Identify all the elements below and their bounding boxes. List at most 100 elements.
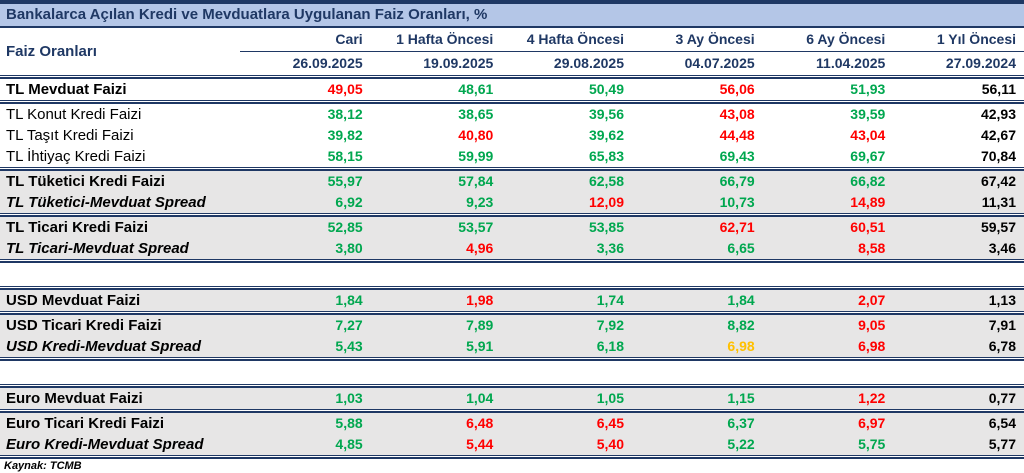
rate-value: 67,42 bbox=[980, 173, 1016, 189]
table-row: USD Ticari Kredi Faizi 7,27 7,89 7,92 8,82 9… bbox=[0, 315, 1024, 336]
rate-value: 5,75 bbox=[858, 436, 886, 452]
rate-value: 48,61 bbox=[458, 81, 494, 97]
rate-value: 42,93 bbox=[980, 106, 1016, 122]
row-label: TL Mevduat Faizi bbox=[6, 81, 127, 98]
rate-value: 50,49 bbox=[588, 81, 624, 97]
rate-value: 1,03 bbox=[335, 390, 363, 406]
rate-value: 66,79 bbox=[719, 173, 755, 189]
section-separator bbox=[0, 286, 1024, 290]
rate-value: 1,15 bbox=[727, 390, 755, 406]
rate-value: 12,09 bbox=[588, 194, 624, 210]
rate-value: 6,65 bbox=[727, 240, 755, 256]
section-separator bbox=[0, 409, 1024, 413]
column-label-row: Cari 1 Hafta Öncesi 4 Hafta Öncesi 3 Ay … bbox=[240, 28, 1024, 52]
column-label: Cari bbox=[335, 31, 363, 47]
section-separator bbox=[0, 100, 1024, 104]
row-label: TL Taşıt Kredi Faizi bbox=[6, 127, 134, 144]
rate-value: 1,84 bbox=[727, 292, 755, 308]
row-label: USD Mevduat Faizi bbox=[6, 292, 141, 309]
section-separator bbox=[0, 357, 1024, 361]
rate-value: 10,73 bbox=[719, 194, 755, 210]
row-label: Euro Ticari Kredi Faizi bbox=[6, 415, 165, 432]
rate-value: 14,89 bbox=[850, 194, 886, 210]
rate-value: 44,48 bbox=[719, 127, 755, 143]
rate-value: 69,67 bbox=[850, 148, 886, 164]
rate-value: 7,92 bbox=[596, 317, 624, 333]
table-row: TL İhtiyaç Kredi Faizi 58,15 59,99 65,83 69… bbox=[0, 146, 1024, 167]
table-row: Euro Mevduat Faizi 1,03 1,04 1,05 1,15 1,22 0… bbox=[0, 388, 1024, 409]
rate-value: 38,12 bbox=[327, 106, 363, 122]
section-spacer bbox=[0, 263, 1024, 286]
table-row: TL Tüketici Kredi Faizi 55,97 57,84 62,58 6… bbox=[0, 171, 1024, 192]
table-row: TL Ticari-Mevduat Spread 3,80 4,96 3,36 6,6… bbox=[0, 238, 1024, 259]
rate-value: 7,91 bbox=[988, 317, 1016, 333]
rate-value: 39,62 bbox=[588, 127, 624, 143]
rate-value: 1,13 bbox=[988, 292, 1016, 308]
rate-value: 6,37 bbox=[727, 415, 755, 431]
rate-value: 57,84 bbox=[458, 173, 494, 189]
rate-value: 56,11 bbox=[981, 81, 1016, 97]
rate-value: 5,40 bbox=[596, 436, 624, 452]
row-label: TL Tüketici Kredi Faizi bbox=[6, 173, 165, 190]
rate-value: 1,74 bbox=[596, 292, 624, 308]
rate-value: 69,43 bbox=[719, 148, 755, 164]
rate-value: 5,91 bbox=[466, 338, 494, 354]
rate-value: 53,85 bbox=[588, 219, 624, 235]
section-separator bbox=[0, 75, 1024, 79]
table-row: USD Kredi-Mevduat Spread 5,43 5,91 6,18 6,9… bbox=[0, 336, 1024, 357]
rate-value: 7,27 bbox=[335, 317, 363, 333]
rate-value: 53,57 bbox=[458, 219, 494, 235]
row-label: TL Ticari-Mevduat Spread bbox=[6, 240, 189, 257]
page-title: Bankalarca Açılan Kredi ve Mevduatlara U… bbox=[0, 4, 1024, 28]
table-row: TL Mevduat Faizi 49,05 48,61 50,49 56,06 51,… bbox=[0, 79, 1024, 100]
source-note: Kaynak: TCMB bbox=[4, 460, 82, 472]
rate-value: 58,15 bbox=[327, 148, 363, 164]
rate-value: 7,89 bbox=[466, 317, 494, 333]
rate-value: 6,48 bbox=[466, 415, 494, 431]
table-row: TL Tüketici-Mevduat Spread 6,92 9,23 12,09… bbox=[0, 192, 1024, 213]
column-date: 04.07.2025 bbox=[684, 55, 755, 71]
column-label: 3 Ay Öncesi bbox=[675, 31, 755, 47]
rate-value: 1,05 bbox=[596, 390, 624, 406]
rate-value: 70,84 bbox=[980, 148, 1016, 164]
rate-value: 39,82 bbox=[327, 127, 363, 143]
rate-value: 52,85 bbox=[327, 219, 363, 235]
rate-value: 66,82 bbox=[850, 173, 886, 189]
column-label: 6 Ay Öncesi bbox=[806, 31, 886, 47]
rate-value: 1,04 bbox=[466, 390, 494, 406]
rate-value: 3,36 bbox=[596, 240, 624, 256]
rate-value: 62,71 bbox=[719, 219, 755, 235]
table-section: TL Mevduat Faizi 49,05 48,61 50,49 56,06 51,… bbox=[0, 79, 1024, 100]
rate-value: 8,58 bbox=[858, 240, 886, 256]
column-headers: Cari 1 Hafta Öncesi 4 Hafta Öncesi 3 Ay … bbox=[240, 28, 1024, 75]
row-label: TL Ticari Kredi Faizi bbox=[6, 219, 148, 236]
column-label: 4 Hafta Öncesi bbox=[526, 31, 624, 47]
rate-value: 11,31 bbox=[981, 194, 1016, 210]
table-section: USD Mevduat Faizi 1,84 1,98 1,74 1,84 2,07 1,… bbox=[0, 290, 1024, 311]
rate-value: 3,46 bbox=[988, 240, 1016, 256]
row-label: USD Kredi-Mevduat Spread bbox=[6, 338, 202, 355]
rate-value: 1,98 bbox=[466, 292, 494, 308]
table-row: TL Ticari Kredi Faizi 52,85 53,57 53,85 62,… bbox=[0, 217, 1024, 238]
table-header: Faiz Oranları Cari 1 Hafta Öncesi 4 Haft… bbox=[0, 28, 1024, 75]
rate-value: 5,43 bbox=[335, 338, 363, 354]
section-separator bbox=[0, 259, 1024, 263]
rate-value: 62,58 bbox=[588, 173, 624, 189]
rate-value: 4,85 bbox=[335, 436, 363, 452]
rate-value: 4,96 bbox=[466, 240, 494, 256]
rate-value: 56,06 bbox=[719, 81, 755, 97]
table-section: Euro Mevduat Faizi 1,03 1,04 1,05 1,15 1,22 0… bbox=[0, 388, 1024, 409]
table-row: TL Konut Kredi Faizi 38,12 38,65 39,56 43,0… bbox=[0, 104, 1024, 125]
column-date: 27.09.2024 bbox=[945, 55, 1016, 71]
table-row: Euro Kredi-Mevduat Spread 4,85 5,44 5,40 5,… bbox=[0, 434, 1024, 455]
rate-value: 0,77 bbox=[988, 390, 1016, 406]
column-date-row: 26.09.2025 19.09.2025 29.08.2025 04.07.2… bbox=[240, 52, 1024, 75]
rate-value: 59,57 bbox=[980, 219, 1016, 235]
column-date: 29.08.2025 bbox=[553, 55, 624, 71]
rate-value: 3,80 bbox=[335, 240, 363, 256]
row-label: USD Ticari Kredi Faizi bbox=[6, 317, 162, 334]
table-section: TL Konut Kredi Faizi 38,12 38,65 39,56 43,0… bbox=[0, 104, 1024, 167]
column-label: 1 Hafta Öncesi bbox=[396, 31, 494, 47]
rate-value: 9,05 bbox=[858, 317, 886, 333]
column-date: 11.04.2025 bbox=[816, 55, 886, 71]
